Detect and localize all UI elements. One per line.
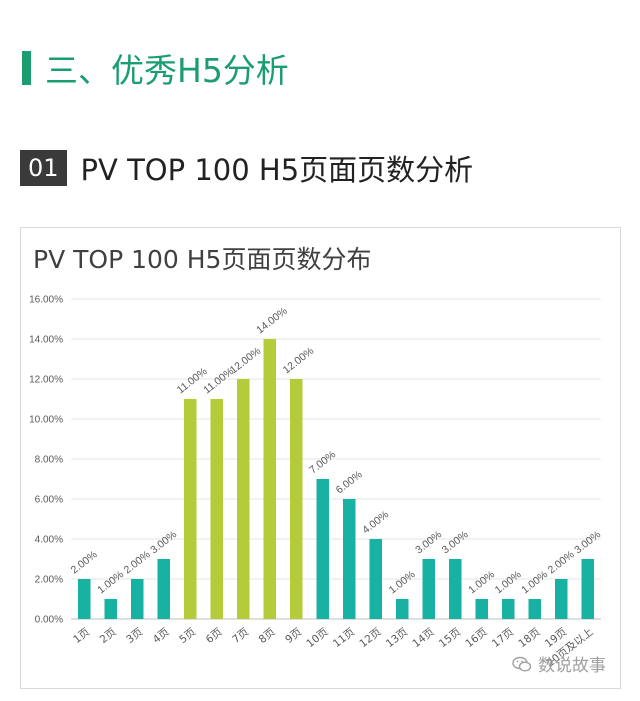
watermark-text: 数说故事 [538,656,606,676]
bar [78,579,91,619]
x-tick-label: 1页 [71,626,92,646]
x-tick-label: 10页 [304,626,330,650]
section-title: 三、优秀H5分析 [45,51,289,90]
x-tick-label: 6页 [204,626,225,646]
bar [502,599,515,619]
bar [422,559,435,619]
bar [555,579,568,619]
data-label: 3.00% [148,529,179,557]
bar [157,559,170,619]
section-heading: 三、优秀H5分析 [22,44,289,92]
data-label: 2.00% [546,549,577,577]
x-tick-label: 7页 [230,626,251,646]
y-tick-label: 6.00% [35,495,63,506]
section-accent-bar [22,51,31,85]
bar [396,599,409,619]
y-tick-label: 10.00% [29,415,63,426]
y-tick-label: 16.00% [29,295,63,306]
bar [290,379,303,619]
data-label: 12.00% [228,345,263,376]
data-label: 2.00% [69,549,100,577]
y-tick-label: 12.00% [29,375,63,386]
y-tick-label: 8.00% [35,455,63,466]
x-tick-label: 18页 [516,626,542,650]
data-label: 1.00% [95,569,126,597]
bar [184,399,197,619]
x-tick-label: 2页 [98,626,119,646]
data-label: 2.00% [122,549,153,577]
bar [449,559,462,619]
bar [131,579,144,619]
bar [316,479,329,619]
data-label: 6.00% [334,469,365,497]
subheading-number: 01 [20,150,67,186]
subheading: 01 PV TOP 100 H5页面页数分析 [20,147,473,189]
x-tick-label: 16页 [463,626,489,650]
bar [343,499,356,619]
y-tick-label: 2.00% [35,575,63,586]
data-label: 1.00% [387,569,418,597]
bar [369,539,382,619]
bar [581,559,594,619]
data-label: 3.00% [413,529,444,557]
data-label: 3.00% [440,529,471,557]
x-tick-label: 15页 [437,626,463,650]
bar [104,599,117,619]
x-tick-label: 8页 [257,626,278,646]
chart-container: PV TOP 100 H5页面页数分布 0.00% 2.00% 4.00% 6.00%… [20,227,621,689]
x-tick-label: 4页 [151,626,172,646]
x-tick-label: 11页 [331,626,357,650]
data-label: 1.00% [519,569,550,597]
x-tick-label: 13页 [384,626,410,650]
watermark: 数说故事 [512,651,606,676]
subheading-title: PV TOP 100 H5页面页数分析 [80,153,474,187]
data-label: 4.00% [360,509,391,537]
x-tick-label: 5页 [177,626,198,646]
y-tick-label: 4.00% [35,535,63,546]
bar [237,379,250,619]
data-label: 12.00% [281,345,316,376]
bar [528,599,541,619]
data-label: 14.00% [254,305,289,336]
x-tick-label: 14页 [410,626,436,650]
bar [210,399,223,619]
x-tick-label: 17页 [490,626,516,650]
data-label: 3.00% [572,529,603,557]
data-label: 7.00% [307,449,338,477]
bar-chart: 0.00% 2.00% 4.00% 6.00% 8.00% 10.00% 12.00% 14.… [29,295,603,670]
x-tick-label: 9页 [283,626,304,646]
x-tick-label: 3页 [124,626,145,646]
y-tick-label: 14.00% [29,335,63,346]
wechat-icon [512,656,532,672]
x-tick-label: 12页 [357,626,383,650]
chart-title: PV TOP 100 H5页面页数分布 [33,245,372,274]
data-label: 1.00% [466,569,497,597]
data-label: 1.00% [493,569,524,597]
bar [475,599,488,619]
y-tick-label: 0.00% [35,615,63,626]
bar [263,339,276,619]
